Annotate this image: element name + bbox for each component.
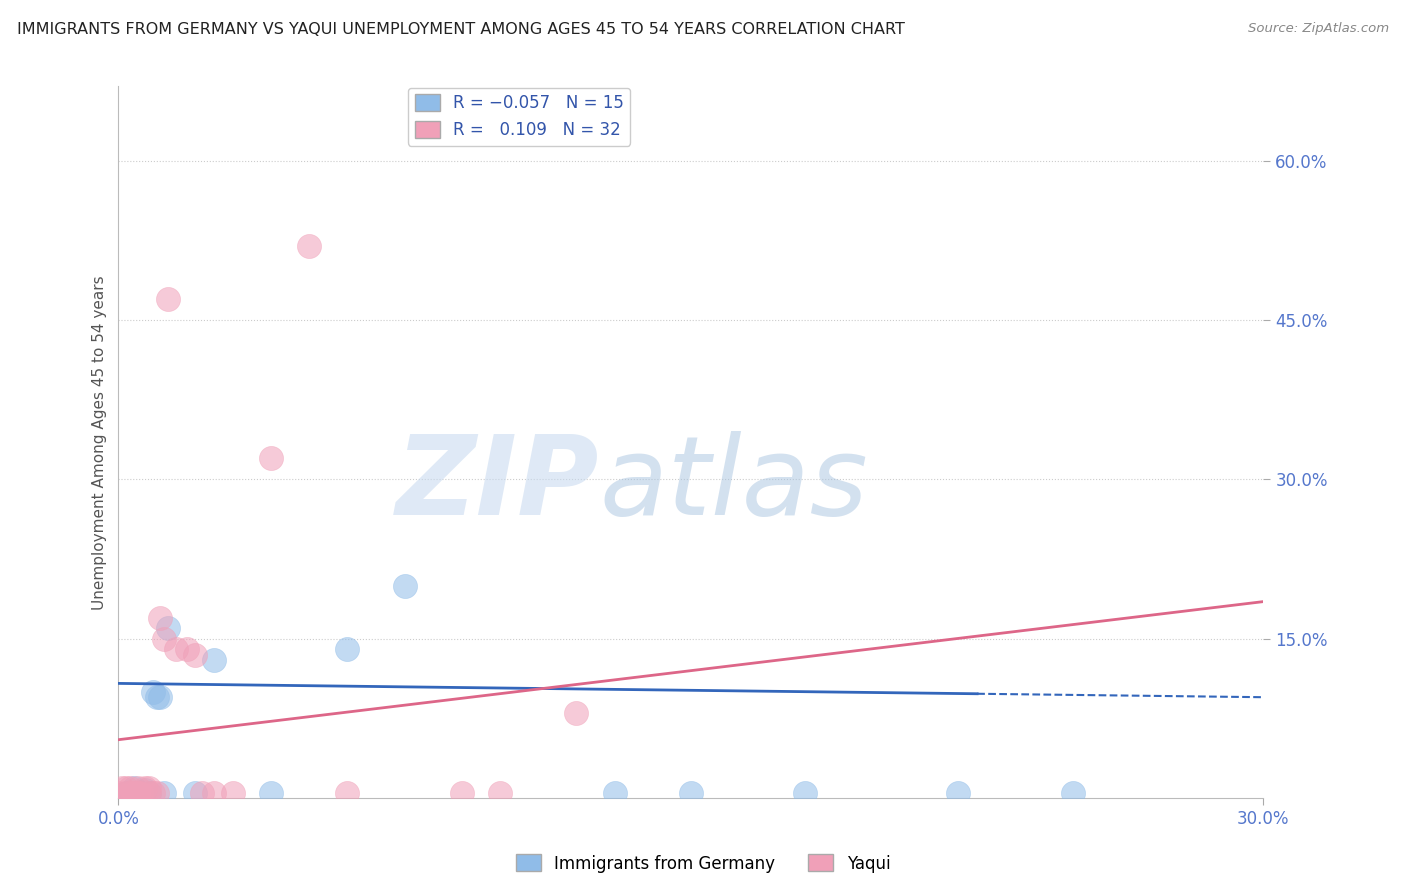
Point (149, 610, 172, 624)
Text: IMMIGRANTS FROM GERMANY VS YAQUI UNEMPLOYMENT AMONG AGES 45 TO 54 YEARS CORRELAT: IMMIGRANTS FROM GERMANY VS YAQUI UNEMPLO… (17, 22, 904, 37)
Legend: R = −0.057   N = 15, R =   0.109   N = 32: R = −0.057 N = 15, R = 0.109 N = 32 (408, 87, 630, 145)
Point (131, 786, 153, 800)
Point (336, 642, 359, 657)
Point (260, 451, 283, 466)
Point (184, 648, 207, 662)
Legend: Immigrants from Germany, Yaqui: Immigrants from Germany, Yaqui (509, 847, 897, 880)
Point (138, 780, 160, 795)
Point (679, 786, 702, 800)
Point (127, 780, 149, 795)
Point (142, 685, 165, 699)
Point (794, 786, 817, 800)
Point (336, 786, 359, 800)
Point (138, 786, 160, 800)
Point (115, 786, 138, 800)
Point (127, 786, 149, 800)
Point (122, 786, 145, 800)
Y-axis label: Unemployment Among Ages 45 to 54 years: Unemployment Among Ages 45 to 54 years (93, 275, 107, 609)
Point (134, 780, 156, 795)
Point (118, 780, 141, 795)
Point (149, 690, 172, 705)
Point (298, 238, 321, 252)
Point (260, 786, 283, 800)
Point (165, 642, 187, 657)
Point (153, 632, 176, 646)
Point (107, 786, 129, 800)
Point (202, 653, 225, 667)
Point (222, 786, 245, 800)
Text: Source: ZipAtlas.com: Source: ZipAtlas.com (1249, 22, 1389, 36)
Point (157, 292, 180, 306)
Point (115, 780, 138, 795)
Point (131, 786, 153, 800)
Point (145, 690, 167, 705)
Point (451, 786, 474, 800)
Text: atlas: atlas (599, 432, 868, 539)
Point (176, 642, 198, 657)
Point (122, 780, 145, 795)
Point (157, 621, 180, 635)
Point (134, 782, 156, 797)
Point (138, 786, 160, 800)
Point (145, 786, 167, 800)
Point (118, 786, 141, 800)
Point (115, 786, 138, 800)
Point (111, 780, 134, 795)
Point (184, 786, 207, 800)
Point (153, 786, 176, 800)
Point (565, 706, 588, 720)
Point (489, 786, 512, 800)
Point (394, 579, 416, 593)
Point (1062, 786, 1084, 800)
Text: ZIP: ZIP (396, 432, 599, 539)
Point (127, 786, 149, 800)
Point (603, 786, 626, 800)
Point (122, 786, 145, 800)
Point (191, 786, 214, 800)
Point (142, 786, 165, 800)
Point (127, 786, 149, 800)
Point (946, 786, 969, 800)
Point (202, 786, 225, 800)
